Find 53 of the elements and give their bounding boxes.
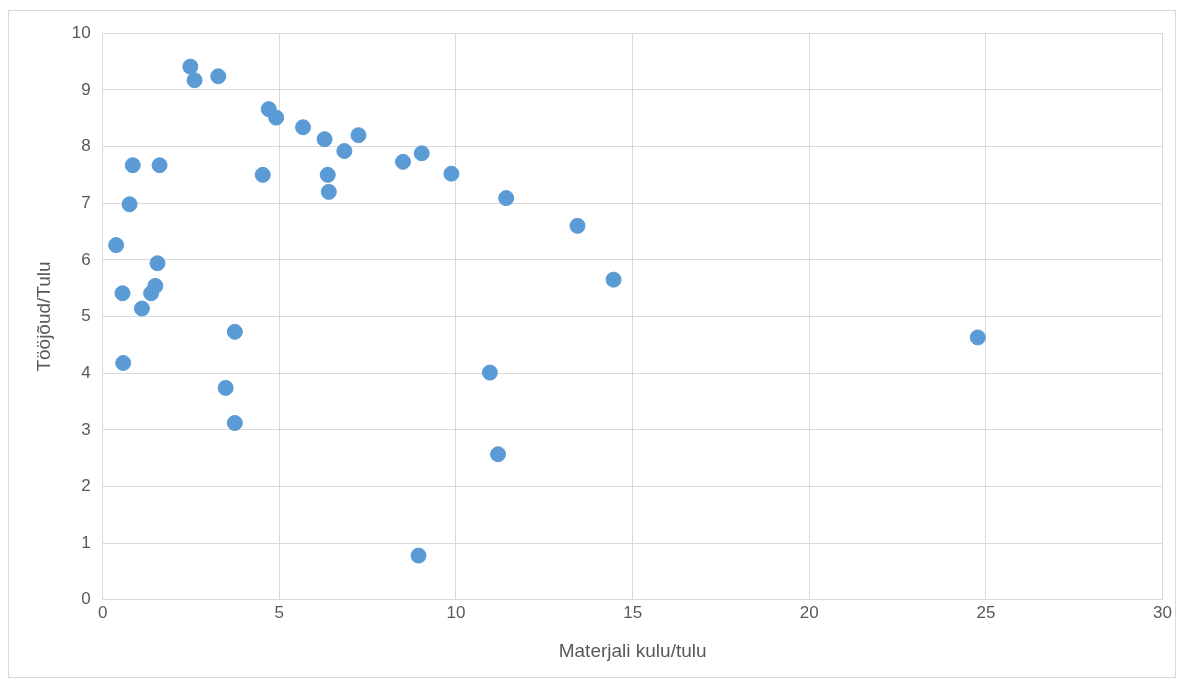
point [443,165,460,182]
y-tick-label: 4 [81,362,91,382]
y-tick-label: 9 [81,79,91,99]
x-tick-label: 20 [799,602,819,622]
point [481,364,498,381]
point [143,285,160,302]
point [254,166,271,183]
point [569,217,586,234]
y-tick-label: 10 [71,22,91,42]
point [226,323,243,340]
x-tick-label: 15 [623,602,643,622]
y-tick-label: 7 [81,192,91,212]
point [182,58,199,75]
y-tick-label: 3 [81,419,91,439]
y-tick-label: 6 [81,249,91,269]
x-tick-label: 5 [274,602,285,622]
x-tick-label: 0 [97,602,108,622]
point [114,285,131,302]
y-tick-label: 1 [81,532,91,552]
point [350,127,367,144]
x-tick-label: 10 [446,602,466,622]
point [295,119,312,136]
point [969,329,986,346]
point [210,68,227,85]
x-tick-label: 25 [976,602,996,622]
y-tick-label: 5 [81,306,91,326]
point [121,196,138,213]
point [490,446,507,463]
x-axis-title: Materjali kulu/tulu [558,639,707,661]
point [498,190,515,207]
point [149,255,166,272]
point [395,153,411,170]
point [320,183,337,200]
point [319,166,336,183]
point [336,143,353,160]
point [115,354,132,371]
y-tick-label: 0 [81,589,91,609]
point [133,300,150,317]
point [410,547,427,564]
point [268,109,285,126]
y-tick-label: 2 [81,476,91,496]
y-axis-title: Tööjõud/Tulu [32,261,54,372]
x-tick-label: 30 [1153,602,1173,622]
point [124,157,141,174]
point [217,379,234,396]
point [186,72,203,89]
point [226,415,243,432]
y-tick-label: 8 [81,136,91,156]
point [151,157,168,174]
point [605,271,622,288]
point [413,145,430,162]
point [108,237,125,254]
point [316,131,333,148]
